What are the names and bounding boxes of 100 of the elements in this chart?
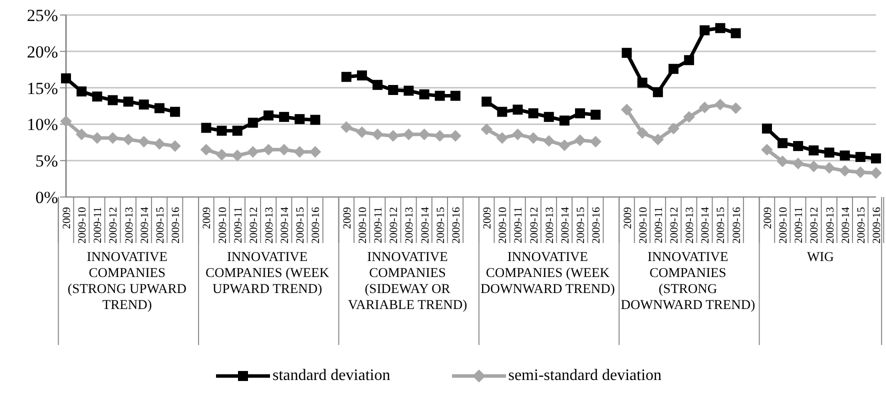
point [450,90,460,101]
text: INNOVATIVE COMPANIES (WEEK UPWARD TREND) [204,249,330,297]
x-tick-label: 2009-13 [264,206,276,244]
point [262,144,274,156]
point [808,160,820,172]
point [574,134,586,146]
x-tick-label: 2009-12 [248,207,260,244]
text: INNOVATIVE COMPANIES (STRONG UPWARD TREND) [66,249,188,313]
x-tick-label: 2009-14 [840,206,852,244]
point [496,132,508,144]
point [544,112,554,122]
point [388,84,398,95]
point [575,108,586,118]
point [264,110,274,120]
point [154,138,166,150]
x-tick-label: 2009-11 [92,207,104,244]
x-tick-label: 2009-14 [559,206,572,244]
x-tick-label: 2009-14 [419,206,432,244]
point [340,121,352,133]
text: INNOVATIVE COMPANIES (WEEK DOWNWARD TREND) [480,249,616,297]
x-tick-label: 2009 [762,206,774,229]
y-tick-label: 5% [35,152,58,171]
point [123,96,134,107]
x-tick-label: 2009-12 [668,207,680,244]
point [108,95,118,106]
x-tick-label: 2009-10 [778,206,790,244]
point [278,144,290,156]
x-tick-label: 2009-11 [793,207,806,244]
y-tick-label: 10% [26,115,58,134]
x-tick-label: 2009-15 [154,206,166,244]
x-tick-label: 2009-13 [123,206,136,244]
x-tick-label: 2009-14 [279,206,292,244]
point [543,135,555,147]
point [170,106,180,117]
x-tick-label: 2009-13 [544,206,556,244]
point [341,72,352,82]
point [824,148,834,158]
x-tick-label: 2009 [482,206,494,229]
text: INNOVATIVE COMPANIES (STRONG DOWNWARD TREND) [620,249,756,313]
x-tick-label: 2009-11 [652,207,665,244]
x-tick-label: 2009 [622,206,634,229]
point [372,128,384,140]
point [528,108,538,118]
point [216,148,228,161]
x-tick-label: 2009-16 [170,206,182,244]
point [247,146,259,158]
point [854,166,866,178]
x-tick-label: 2009-11 [512,207,525,244]
point [700,25,710,36]
x-tick-label: 2009-10 [637,206,650,244]
point [870,167,882,179]
point [761,144,773,156]
legend-label: standard deviation [272,367,390,385]
point [652,134,664,146]
point [122,134,134,146]
point [76,128,88,140]
point [356,126,368,138]
point [778,138,788,148]
point [636,127,648,139]
point [590,110,601,120]
x-tick-label: 2009-11 [232,207,244,244]
point [372,80,383,90]
point [855,152,866,162]
x-tick-label: 2009-15 [294,206,307,244]
point [652,87,663,98]
point [558,139,570,152]
point [762,124,772,134]
text: INNOVATIVE COMPANIES (SIDEWAY OR VARIABLE TREND) [346,249,468,313]
x-tick-label: 2009-14 [700,206,712,244]
point [559,116,570,126]
point [450,130,462,142]
point [154,103,164,114]
x-tick-label: 2009-12 [808,207,821,244]
point [512,104,523,115]
point [776,155,788,168]
point [668,64,678,74]
x-tick-label: 2009-12 [108,207,120,244]
point [871,153,881,164]
point [497,106,508,117]
x-tick-label: 2009 [201,206,214,229]
point [279,112,290,122]
x-tick-label: 2009-11 [372,207,385,244]
point [668,122,680,134]
point [840,150,850,161]
x-tick-label: 2009-10 [497,206,510,244]
y-tick-label: 25% [26,6,58,26]
point [138,136,150,148]
point [730,28,741,38]
point [683,111,695,123]
x-tick-label: 2009-15 [575,206,588,244]
x-tick-label: 2009-10 [76,206,89,244]
x-tick-label: 2009 [341,206,354,229]
point [138,100,149,110]
legend-label: semi-standard deviation [508,367,662,385]
point [714,98,726,110]
point [201,122,212,133]
point [387,130,399,142]
y-tick-label: 15% [26,78,58,98]
point [248,118,258,128]
x-tick-label: 2009-13 [404,206,416,244]
